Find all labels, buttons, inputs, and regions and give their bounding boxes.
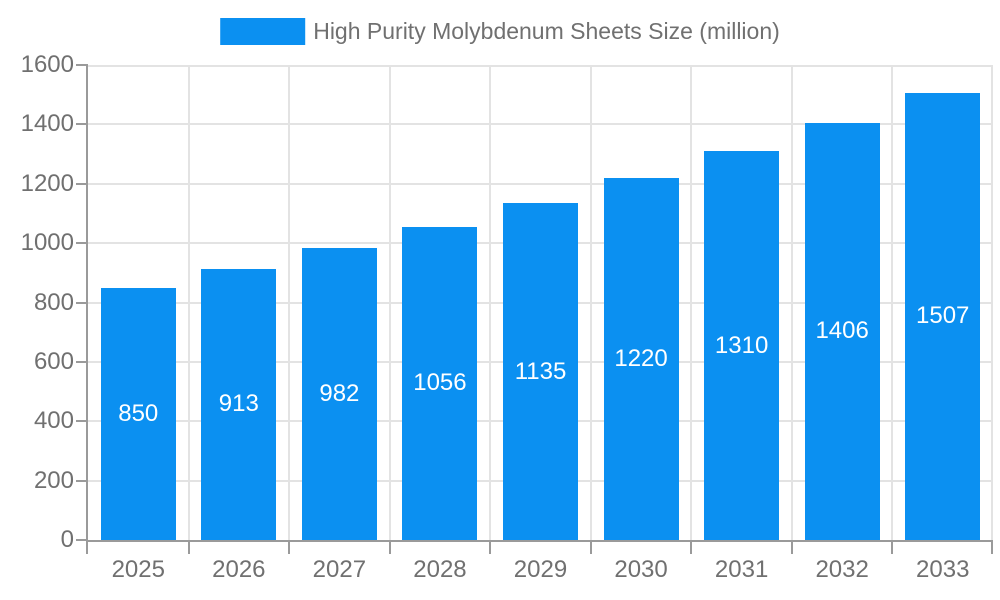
gridline-vertical — [790, 65, 793, 540]
x-tick-label: 2028 — [413, 556, 467, 583]
bar-value-label: 1507 — [916, 302, 970, 330]
y-tick-label: 1000 — [20, 229, 74, 257]
y-axis-tick — [76, 242, 88, 245]
bar-value-label: 982 — [319, 380, 360, 408]
x-axis-tick — [589, 540, 592, 554]
y-tick-label: 1400 — [20, 110, 74, 138]
y-axis-tick — [76, 301, 88, 304]
gridline-vertical — [489, 65, 492, 540]
x-tick-label: 2033 — [916, 556, 970, 583]
chart-legend: High Purity Molybdenum Sheets Size (mill… — [220, 18, 780, 45]
bar-value-label: 913 — [218, 390, 259, 418]
bar: 850 — [100, 287, 176, 540]
y-axis-tick — [76, 64, 88, 66]
x-tick-label: 2027 — [312, 556, 367, 583]
y-tick-label: 400 — [33, 407, 74, 435]
x-tick-label: 2026 — [212, 556, 266, 583]
y-axis-tick — [76, 123, 88, 126]
y-tick-label: 1200 — [20, 169, 74, 197]
gridline-vertical — [187, 65, 190, 540]
bar-value-label: 1135 — [514, 357, 567, 385]
gridline-vertical — [991, 65, 993, 540]
bar: 1135 — [503, 203, 578, 540]
y-tick-label: 200 — [33, 466, 74, 494]
y-tick-label: 1600 — [20, 51, 74, 78]
legend-swatch — [220, 18, 306, 45]
y-axis-tick — [76, 539, 88, 541]
bar-value-label: 1310 — [714, 331, 769, 359]
bar-value-label: 1220 — [614, 344, 668, 372]
x-tick-label: 2025 — [111, 556, 165, 583]
x-tick-label: 2030 — [614, 556, 668, 583]
bar: 1507 — [905, 92, 981, 540]
gridline-vertical — [388, 65, 391, 540]
bar-value-label: 1406 — [815, 317, 869, 345]
y-axis-tick — [76, 360, 88, 363]
gridline-vertical — [891, 65, 894, 540]
x-axis-tick — [790, 540, 793, 554]
x-axis-tick — [991, 540, 993, 554]
gridline-vertical — [589, 65, 592, 540]
bar: 1406 — [804, 122, 880, 540]
x-axis-tick — [187, 540, 190, 554]
y-axis-tick — [76, 182, 88, 185]
y-tick-label: 600 — [33, 347, 74, 375]
x-tick-label: 2029 — [513, 556, 568, 583]
gridline-horizontal — [88, 182, 993, 185]
bar-value-label: 1056 — [413, 369, 467, 397]
x-axis-tick — [891, 540, 894, 554]
x-axis-tick — [489, 540, 492, 554]
gridline-horizontal — [88, 65, 993, 67]
bar: 913 — [201, 268, 277, 540]
bar-value-label: 850 — [118, 399, 159, 427]
x-axis-tick — [288, 540, 291, 554]
bar: 982 — [301, 248, 377, 540]
gridline-vertical — [288, 65, 291, 540]
bar: 1056 — [402, 226, 478, 540]
gridline-vertical — [690, 65, 693, 540]
y-axis-tick — [76, 420, 88, 423]
y-tick-label: 800 — [33, 288, 74, 316]
bar: 1310 — [704, 151, 780, 540]
legend-label: High Purity Molybdenum Sheets Size (mill… — [313, 18, 780, 44]
x-tick-label: 2031 — [714, 556, 769, 583]
gridline-horizontal — [88, 123, 993, 126]
y-tick-label: 0 — [60, 526, 74, 553]
plot-area: 0 200 400 600 800 1000 1200 1400 1600 850 2025 913 2… — [21, 51, 993, 583]
bar: 1220 — [603, 177, 679, 540]
x-tick-label: 2032 — [815, 556, 869, 583]
x-axis-tick — [388, 540, 391, 554]
x-axis-tick — [690, 540, 693, 554]
y-axis-tick — [76, 479, 88, 482]
x-axis-tick — [86, 540, 88, 554]
